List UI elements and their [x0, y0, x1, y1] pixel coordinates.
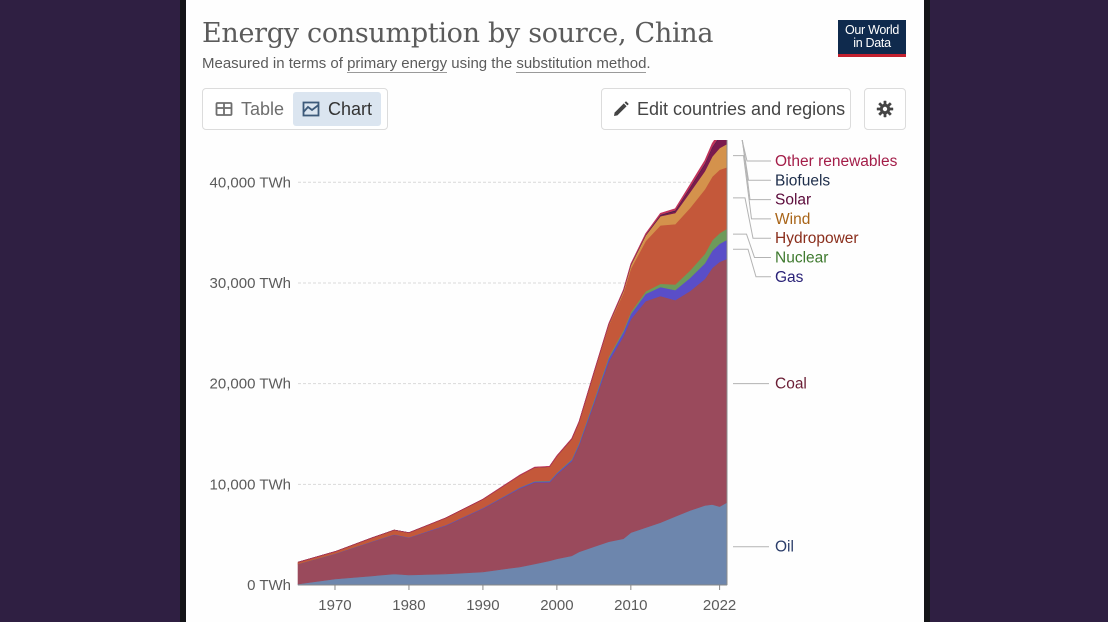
page-title: Energy consumption by source, China: [202, 18, 714, 49]
subtitle-middle: using the: [447, 55, 517, 72]
view-tabs: Table Chart: [202, 88, 388, 130]
x-tick-label: 1970: [318, 597, 351, 614]
legend-connector: [733, 197, 771, 239]
legend-label[interactable]: Solar: [775, 192, 811, 209]
legend-label[interactable]: Oil: [775, 539, 794, 556]
background-left: [0, 0, 180, 622]
legend-connector: [733, 233, 771, 258]
logo-line2: in Data: [853, 36, 891, 50]
tab-chart[interactable]: Chart: [293, 92, 382, 126]
y-tick-label: 20,000 TWh: [210, 376, 291, 393]
pencil-icon: [614, 100, 629, 116]
edit-countries-button[interactable]: Edit countries and regions: [601, 88, 851, 130]
substitution-method-link[interactable]: substitution method: [516, 55, 647, 73]
subtitle-suffix: .: [646, 55, 651, 72]
legend-label[interactable]: Hydropower: [775, 230, 859, 247]
x-tick-label: 1990: [466, 597, 499, 614]
settings-button[interactable]: [864, 88, 906, 130]
logo-line1: Our World: [844, 23, 900, 37]
legend-label[interactable]: Wind: [775, 211, 810, 228]
energy-area-chart: 0 TWh 10,000 TWh 20,000 TWh 30,000 TWh 40,00…: [210, 140, 898, 614]
legend-label[interactable]: Coal: [775, 376, 807, 393]
legend-connector: [733, 155, 771, 220]
x-tick-label: 2010: [614, 597, 647, 614]
area-other-renewables[interactable]: [297, 140, 727, 563]
owid-logo[interactable]: Our World in Data: [838, 20, 906, 57]
subtitle-prefix: Measured in terms of: [202, 55, 348, 72]
gear-icon: [876, 100, 894, 118]
tab-chart-label: Chart: [328, 98, 373, 119]
y-tick-label: 10,000 TWh: [210, 476, 291, 493]
y-tick-label: 0 TWh: [247, 577, 291, 594]
primary-energy-link[interactable]: primary energy: [347, 55, 448, 73]
y-tick-label: 40,000 TWh: [210, 174, 291, 191]
frame-edge-right: [924, 0, 930, 622]
y-tick-label: 30,000 TWh: [210, 275, 291, 292]
x-tick-label: 2000: [540, 597, 573, 614]
tab-table[interactable]: Table: [206, 92, 293, 126]
subtitle: Measured in terms of primary energy usin…: [202, 55, 651, 73]
legend-connector: [741, 140, 771, 162]
table-icon: [215, 102, 233, 116]
legend-connector: [741, 140, 771, 181]
legend-label[interactable]: Other renewables: [775, 153, 898, 170]
legend-connector: [733, 248, 771, 278]
legend-label[interactable]: Biofuels: [775, 172, 830, 189]
chart-icon: [302, 101, 320, 117]
legend-connector: [741, 140, 771, 201]
background-right: [930, 0, 1108, 622]
chart-panel: Energy consumption by source, China Meas…: [186, 0, 924, 622]
legend-label[interactable]: Nuclear: [775, 250, 828, 267]
x-tick-label: 1980: [392, 597, 425, 614]
edit-countries-label: Edit countries and regions: [637, 98, 846, 119]
tab-table-label: Table: [241, 98, 285, 119]
x-tick-label: 2022: [703, 597, 736, 614]
legend-label[interactable]: Gas: [775, 269, 804, 286]
frame-edge-left: [180, 0, 186, 622]
